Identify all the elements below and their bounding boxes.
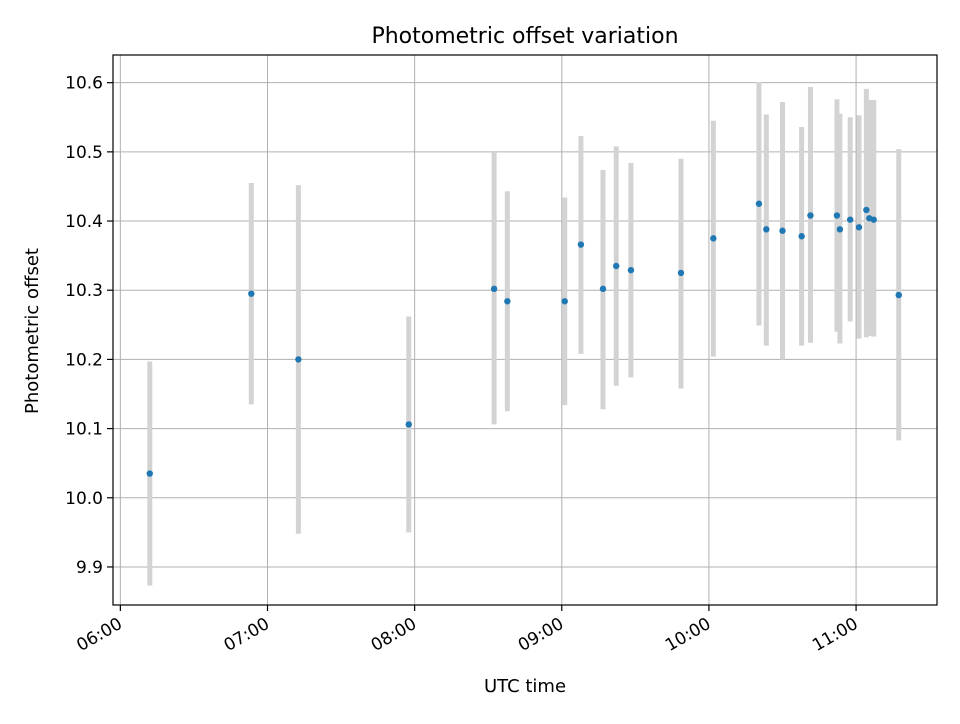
y-tick-label: 10.5 [65,143,103,163]
data-point [490,285,498,293]
plot-frame [112,54,938,606]
y-tick-label: 10.2 [65,350,103,370]
x-axis-label: UTC time [484,676,566,697]
y-tick-label: 9.9 [76,558,103,578]
data-point [833,212,841,219]
data-point [295,356,302,363]
data-point [895,291,902,299]
y-tick-label: 10.0 [65,489,103,509]
data-point [755,200,763,207]
data-point [836,226,844,233]
y-axis-ticks: 9.9 10.0 10.1 10.2 10.3 10.4 10.5 10.6 [65,74,113,578]
data-point [504,298,511,305]
data-point [405,421,412,428]
y-tick-label: 10.1 [65,420,103,440]
data-point [855,224,863,231]
data-point [248,290,255,297]
data-point [561,298,568,305]
y-tick-label: 10.3 [65,281,103,301]
data-point [613,262,620,270]
y-tick-label: 10.6 [65,74,103,94]
data-point [599,285,607,293]
data-point [677,269,685,277]
data-point [146,470,153,477]
data-point [863,206,870,214]
data-point [627,266,635,274]
data-point [763,226,770,233]
chart-title: Photometric offset variation [371,24,678,49]
data-point [807,212,814,219]
data-point [577,241,585,248]
data-point [710,235,717,242]
data-point [798,233,805,240]
y-tick-label: 10.4 [65,212,103,232]
data-points [146,200,902,477]
data-point [779,227,786,234]
data-point [870,216,877,223]
data-point [846,216,854,223]
y-axis-label: Photometric offset [22,248,43,414]
